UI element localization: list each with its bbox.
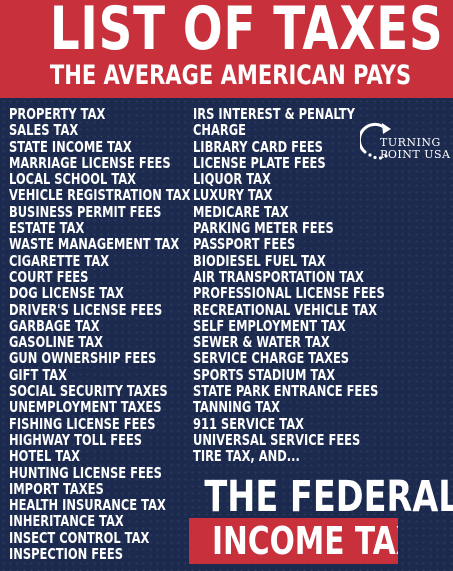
tax-list-item: 911 SERVICE TAX xyxy=(193,414,304,433)
tax-list-item: SALES TAX xyxy=(9,121,79,140)
tax-list-item: SERVICE CHARGE TAXES xyxy=(193,349,350,368)
poster-title: LIST OF TAXES xyxy=(49,0,444,64)
tax-list-item: INSECT CONTROL TAX xyxy=(9,528,150,547)
logo-text-line2: POINT USA xyxy=(380,148,451,161)
tax-list-item: HUNTING LICENSE FEES xyxy=(9,463,162,482)
tax-list-item: MEDICARE TAX xyxy=(193,202,289,221)
header-banner: LIST OF TAXES THE AVERAGE AMERICAN PAYS xyxy=(0,0,453,98)
tax-list-item: STATE PARK ENTRANCE FEES xyxy=(193,382,379,401)
tax-list-item: STATE INCOME TAX xyxy=(9,137,132,156)
tax-list-item: SELF EMPLOYMENT TAX xyxy=(193,316,346,335)
tax-list-item: DRIVER'S LICENSE FEES xyxy=(9,300,163,319)
tax-list-item: GASOLINE TAX xyxy=(9,333,103,352)
tax-list-item: FISHING LICENSE FEES xyxy=(9,414,156,433)
tax-list-item: BUSINESS PERMIT FEES xyxy=(9,202,162,221)
finale-highlight: INCOME TAX! xyxy=(211,519,398,563)
tax-list-item: BIODIESEL FUEL TAX xyxy=(193,251,326,270)
tax-list-item: LIBRARY CARD FEES xyxy=(193,137,323,156)
tax-list-item: INSPECTION FEES xyxy=(9,545,123,564)
tax-list-item: SPORTS STADIUM TAX xyxy=(193,365,336,384)
circular-arrow-icon xyxy=(360,122,391,160)
tax-list-right: IRS INTEREST & PENALTY CHARGE LIBRARY CARD… xyxy=(193,106,452,465)
finale-banner: INCOME TAX! xyxy=(189,518,398,564)
tax-list-item: UNEMPLOYMENT TAXES xyxy=(9,398,162,417)
tax-list-item: LICENSE PLATE FEES xyxy=(193,153,326,172)
tax-list-item: PARKING METER FEES xyxy=(193,219,334,238)
tax-list-item: SOCIAL SECURITY TAXES xyxy=(9,382,168,401)
tax-list-item: ESTATE TAX xyxy=(9,219,85,238)
tax-list-item: GARBAGE TAX xyxy=(9,316,100,335)
tax-list-left: PROPERTY TAX SALES TAX STATE INCOME TAX MAR… xyxy=(9,105,254,564)
tax-list-item: GIFT TAX xyxy=(9,365,67,384)
tax-list-item: TANNING TAX xyxy=(193,398,280,417)
tax-list-item: PROFESSIONAL LICENSE FEES xyxy=(193,284,385,303)
tax-list-item: HIGHWAY TOLL FEES xyxy=(9,430,143,449)
tax-list-item: WASTE MANAGEMENT TAX xyxy=(9,235,180,254)
tax-list-item: CHARGE xyxy=(193,121,246,140)
tax-list-item: MARRIAGE LICENSE FEES xyxy=(9,153,171,172)
tax-list-item: SEWER & WATER TAX xyxy=(193,333,330,352)
tax-list-item: PASSPORT FEES xyxy=(193,235,296,254)
tax-list-item: COURT FEES xyxy=(9,267,89,286)
tax-list-item: HEALTH INSURANCE TAX xyxy=(9,496,166,515)
poster-subtitle: THE AVERAGE AMERICAN PAYS xyxy=(49,60,412,91)
tax-list-item: LUXURY TAX xyxy=(193,186,273,205)
tax-list-item: UNIVERSAL SERVICE FEES xyxy=(193,430,361,449)
finale-heading: THE FEDERAL xyxy=(204,472,453,522)
tax-list-item: LIQUOR TAX xyxy=(193,170,271,189)
tax-list-item: VEHICLE REGISTRATION TAX xyxy=(9,186,191,205)
tax-list-item: LOCAL SCHOOL TAX xyxy=(9,170,136,189)
tax-list-item: PROPERTY TAX xyxy=(9,105,106,123)
tax-list-item: INHERITANCE TAX xyxy=(9,512,124,531)
tax-list-item: IMPORT TAXES xyxy=(9,479,104,498)
tax-list-item: RECREATIONAL VEHICLE TAX xyxy=(193,300,378,319)
tax-list-item: AIR TRANSPORTATION TAX xyxy=(193,267,364,286)
tax-list-item: CIGARETTE TAX xyxy=(9,251,110,270)
tax-list-item: HOTEL TAX xyxy=(9,447,80,466)
tax-list-item: TIRE TAX, AND... xyxy=(193,447,300,466)
tax-list-item: DOG LICENSE TAX xyxy=(9,284,124,303)
turning-point-logo: TURNING POINT USA xyxy=(360,122,450,162)
logo-text-line1: TURNING xyxy=(380,136,441,149)
tax-list-item: GUN OWNERSHIP FEES xyxy=(9,349,157,368)
tax-list-item: IRS INTEREST & PENALTY xyxy=(193,105,355,123)
